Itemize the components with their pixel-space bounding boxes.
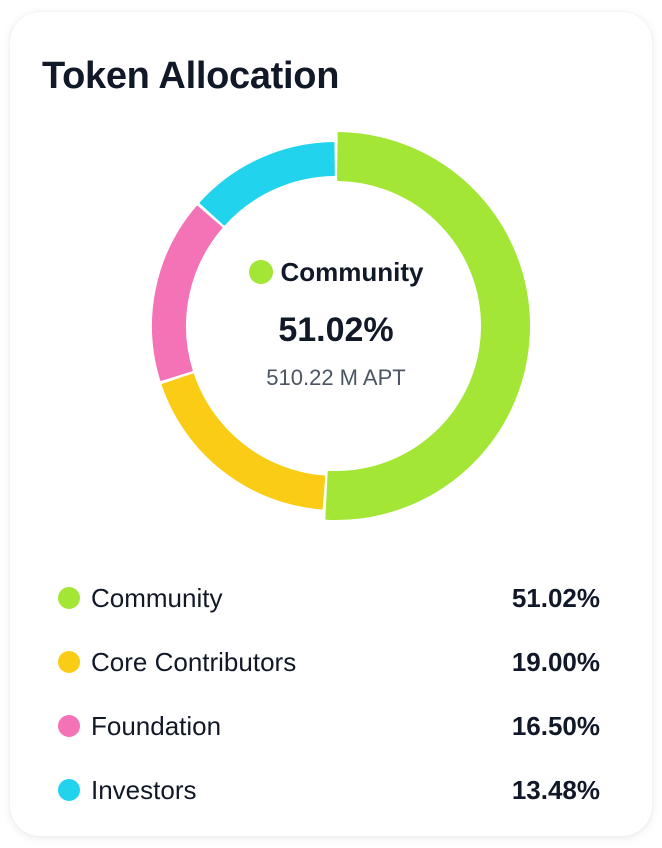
center-amount: 510.22 M APT [266,365,406,390]
donut-segment-foundation[interactable] [152,205,223,381]
legend-value: 19.00% [511,646,600,677]
legend-value: 16.50% [511,710,600,741]
legend-item-foundation[interactable]: Foundation 16.50% [48,694,600,758]
center-color-dot [248,260,273,284]
legend-dot [58,587,80,609]
chart-legend: Community 51.02% Core Contributors 19.00… [48,566,600,822]
donut-chart [152,132,530,520]
donut-segment-investors[interactable] [199,142,335,226]
legend-label: Core Contributors [91,646,297,677]
center-percent: 51.02% [278,311,394,349]
legend-item-core-contributors[interactable]: Core Contributors 19.00% [48,630,600,694]
donut-segment-community[interactable] [325,132,530,520]
legend-value: 51.02% [511,582,600,613]
legend-dot [58,715,80,737]
center-category: Community [248,254,424,290]
legend-item-community[interactable]: Community 51.02% [48,566,600,630]
legend-label: Community [91,582,223,613]
donut-segment-core-contributors[interactable] [161,373,326,510]
legend-dot [58,651,80,673]
legend-item-investors[interactable]: Investors 13.48% [48,758,600,822]
center-category-label: Community [280,256,424,287]
legend-value: 13.48% [511,774,600,805]
donut-center-info: Community 51.02% 510.22 M APT [186,254,486,392]
legend-dot [58,779,80,801]
legend-label: Investors [91,774,197,805]
legend-label: Foundation [91,710,222,741]
card-title: Token Allocation [42,55,340,97]
